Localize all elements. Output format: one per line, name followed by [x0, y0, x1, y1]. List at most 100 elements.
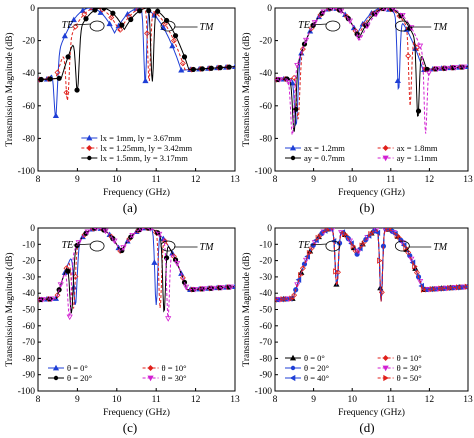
data-point [338, 8, 345, 15]
x-tick-label: 8 [36, 175, 41, 185]
data-point [90, 228, 97, 232]
data-point [57, 282, 64, 288]
data-point [324, 228, 330, 233]
data-point [172, 33, 179, 39]
x-tick-label: 9 [75, 395, 80, 405]
y-axis-label: Transmission Magnitude (dB) [241, 32, 252, 146]
data-point [217, 65, 223, 71]
legend-label: ay = 0.7mm [304, 153, 345, 163]
y-tick-label: -80 [259, 134, 272, 144]
y-tick-label: -50 [22, 306, 35, 316]
x-tick-label: 13 [230, 175, 240, 185]
y-axis-label: Transmission Magnitude (dB) [4, 32, 15, 146]
legend-label: θ = 10° [162, 363, 187, 373]
legend-marker [147, 365, 154, 371]
y-axis-label: Transmission Magnitude (dB) [241, 252, 252, 366]
legend-marker [289, 144, 297, 151]
x-tick-label: 9 [311, 175, 316, 185]
te-annotation: TE [298, 240, 310, 251]
data-point [39, 297, 46, 303]
data-point [111, 238, 118, 245]
data-point [346, 18, 353, 25]
legend-label: θ = 50° [397, 373, 422, 383]
legend-label: θ = 20° [67, 373, 92, 383]
data-point [63, 89, 70, 96]
legend-label: ax = 1.2mm [304, 143, 345, 153]
data-point [38, 76, 44, 83]
data-point [294, 282, 301, 288]
data-point [330, 8, 335, 12]
data-point [74, 87, 80, 93]
data-point [179, 60, 186, 67]
y-tick-label: -20 [22, 37, 35, 47]
y-tick-label: 0 [30, 4, 35, 14]
data-point [359, 242, 366, 249]
data-point [61, 32, 68, 39]
data-point [144, 228, 151, 231]
data-point [108, 14, 115, 21]
data-point [333, 268, 339, 275]
legend-label: ax = 1.8mm [397, 143, 438, 153]
data-point [368, 230, 374, 238]
legend-label: θ = 30° [162, 373, 187, 383]
data-point [155, 8, 161, 14]
y-tick-label: -60 [259, 322, 272, 332]
y-tick-label: -100 [18, 167, 36, 177]
y-tick-label: -30 [259, 273, 272, 283]
data-point [128, 16, 134, 23]
data-point [385, 228, 392, 233]
data-point [415, 108, 422, 114]
data-point [399, 12, 406, 19]
data-point [346, 238, 353, 245]
data-point [405, 52, 412, 59]
data-point [364, 23, 371, 30]
data-point [54, 292, 61, 299]
data-point [199, 66, 206, 72]
data-point [110, 10, 116, 16]
panel-label: (b) [359, 200, 374, 215]
data-point [75, 240, 82, 246]
legend-marker [86, 134, 93, 141]
data-point [54, 69, 61, 76]
data-point [174, 261, 181, 267]
data-point [394, 77, 401, 84]
data-point [156, 231, 163, 238]
data-point [355, 35, 362, 41]
x-axis-label: Frequency (GHz) [103, 187, 170, 198]
data-point [226, 64, 232, 70]
y-tick-label: -30 [22, 273, 35, 283]
y-tick-label: -90 [259, 371, 272, 381]
x-tick-label: 8 [36, 395, 41, 405]
data-point [139, 228, 144, 233]
data-point [341, 230, 348, 237]
data-point [183, 284, 190, 291]
data-point [146, 8, 152, 14]
data-point [298, 271, 304, 279]
y-tick-label: -90 [22, 371, 35, 381]
y-tick-label: -10 [22, 240, 35, 250]
x-tick-label: 13 [463, 395, 473, 405]
x-tick-label: 11 [386, 175, 395, 185]
series-1 [38, 228, 235, 306]
data-point [289, 295, 295, 302]
data-point [129, 232, 136, 239]
data-point [291, 292, 298, 299]
x-tick-label: 11 [152, 175, 161, 185]
data-point [181, 54, 188, 60]
data-point [179, 274, 186, 281]
x-tick-label: 8 [273, 395, 278, 405]
data-point [165, 316, 172, 322]
y-tick-label: -40 [259, 289, 272, 299]
data-point [144, 30, 151, 37]
data-point [148, 228, 153, 232]
y-tick-label: -40 [259, 69, 272, 79]
legend: θ = 0° θ = 10° θ = 20° θ = 30° θ = 40° θ = 50… [285, 353, 422, 383]
te-arrow [73, 23, 92, 26]
x-tick-label: 13 [230, 395, 240, 405]
tm-annotation: TM [200, 242, 215, 253]
legend-label: θ = 0° [304, 353, 325, 363]
te-ellipse [325, 20, 341, 32]
y-tick-label: -40 [22, 289, 35, 299]
data-point [190, 66, 197, 73]
data-point [355, 248, 362, 255]
